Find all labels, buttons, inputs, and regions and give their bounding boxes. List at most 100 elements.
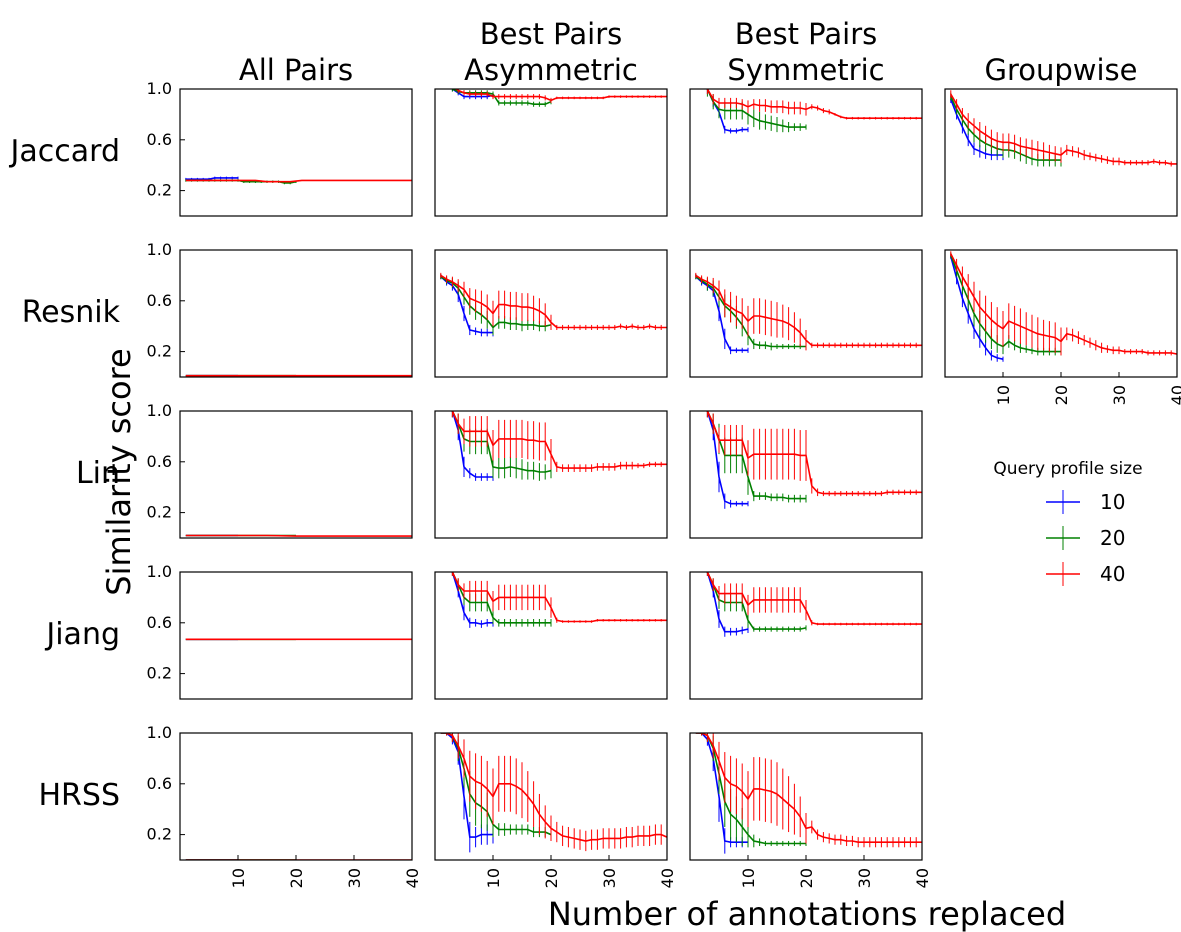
series-line-20 bbox=[695, 276, 806, 348]
panel-jiang-best-pairs-asymmetric bbox=[434, 571, 668, 700]
row-labels: Jaccard Resnik Lin Jiang HRSS bbox=[9, 134, 121, 813]
series-40 bbox=[706, 89, 922, 120]
y-tick-label: 0.6 bbox=[147, 130, 172, 149]
series-line-40 bbox=[185, 179, 412, 183]
column-title-best-pairs-symmetric: Best Pairs Symmetric bbox=[727, 17, 884, 87]
series-40 bbox=[695, 272, 922, 351]
y-tick-label: 0.6 bbox=[147, 774, 172, 793]
series-20 bbox=[706, 89, 807, 133]
row-label-jaccard: Jaccard bbox=[9, 134, 120, 169]
y-tick-label: 1.0 bbox=[147, 401, 172, 420]
series-40 bbox=[440, 272, 667, 331]
x-tick-label: 40 bbox=[658, 868, 677, 888]
panel-frame bbox=[689, 410, 923, 539]
x-tick-label: 30 bbox=[1110, 385, 1129, 405]
panel-frame bbox=[179, 571, 413, 700]
column-title-best-pairs-asymmetric: Best Pairs Asymmetric bbox=[464, 17, 638, 87]
series-20 bbox=[950, 92, 1062, 167]
series-line-20 bbox=[451, 411, 552, 473]
series-line-40 bbox=[706, 411, 922, 495]
panel-frame bbox=[689, 88, 923, 217]
panel-jaccard-all-pairs: 1.0 0.6 0.2 bbox=[147, 79, 413, 217]
legend-entry-40: 40 bbox=[1046, 562, 1125, 586]
panel-grid: 1.0 0.6 0.2 1.0 0.6 0.2 10 20 30 40 1.0 0.6 0.2 1.0 0.… bbox=[147, 79, 1181, 888]
series-40 bbox=[950, 251, 1177, 357]
series-line-20 bbox=[451, 89, 552, 105]
panel-resnik-best-pairs-symmetric bbox=[689, 249, 923, 378]
series-40 bbox=[451, 411, 667, 472]
x-tick-label: 10 bbox=[229, 868, 248, 888]
series-20 bbox=[695, 733, 807, 848]
series-10 bbox=[695, 274, 749, 355]
column-titles: All Pairs Best Pairs Asymmetric Best Pairs S… bbox=[239, 17, 1138, 87]
panel-jiang-best-pairs-symmetric bbox=[689, 571, 923, 700]
legend: Query profile size 10 20 40 bbox=[993, 459, 1143, 586]
series-10 bbox=[706, 572, 749, 637]
y-tick-label: 0.2 bbox=[147, 181, 172, 200]
row-label-hrss: HRSS bbox=[39, 778, 121, 813]
panel-frame bbox=[434, 88, 668, 217]
series-line-10 bbox=[706, 572, 749, 633]
panel-jaccard-groupwise bbox=[944, 88, 1178, 217]
y-axis-title: Similarity score bbox=[100, 348, 138, 595]
series-line-40 bbox=[950, 253, 1177, 355]
series-20 bbox=[950, 252, 1062, 356]
panel-frame bbox=[689, 571, 923, 700]
y-tick-label: 0.2 bbox=[147, 503, 172, 522]
series-line-10 bbox=[451, 572, 493, 625]
panel-frame bbox=[434, 249, 668, 378]
column-title-all-pairs: All Pairs bbox=[239, 53, 353, 87]
panel-jiang-all-pairs: 1.0 0.6 0.2 bbox=[147, 562, 413, 700]
x-tick-label: 10 bbox=[739, 868, 758, 888]
series-line-10 bbox=[695, 733, 748, 844]
series-line-20 bbox=[950, 254, 1061, 353]
series-line-10 bbox=[451, 89, 494, 98]
x-tick-label: 10 bbox=[994, 385, 1013, 405]
x-tick-label: 30 bbox=[345, 868, 364, 888]
panel-frame bbox=[944, 88, 1178, 217]
panel-hrss-best-pairs-symmetric: 10 20 30 40 bbox=[689, 732, 932, 888]
y-tick-label: 0.6 bbox=[147, 452, 172, 471]
series-10 bbox=[440, 733, 494, 853]
x-tick-label: 20 bbox=[1052, 385, 1071, 405]
series-line-20 bbox=[706, 572, 807, 630]
series-40 bbox=[454, 89, 667, 103]
series-line-20 bbox=[706, 411, 806, 500]
series-line-40 bbox=[451, 411, 667, 469]
panel-frame bbox=[689, 249, 923, 378]
x-tick-label: 20 bbox=[542, 868, 561, 888]
series-line-40 bbox=[706, 572, 922, 625]
series-line-10 bbox=[695, 276, 748, 352]
y-tick-label: 1.0 bbox=[147, 562, 172, 581]
x-tick-label: 30 bbox=[855, 868, 874, 888]
series-line-20 bbox=[451, 572, 551, 624]
series-40 bbox=[185, 179, 412, 183]
series-line-10 bbox=[451, 411, 493, 478]
panel-resnik-groupwise: 10 20 30 40 bbox=[944, 249, 1181, 405]
x-tick-label: 40 bbox=[403, 868, 422, 888]
y-tick-label: 0.6 bbox=[147, 613, 172, 632]
series-40 bbox=[440, 733, 667, 852]
panel-jaccard-best-pairs-asymmetric bbox=[434, 88, 668, 217]
panel-jaccard-best-pairs-symmetric bbox=[689, 88, 923, 217]
series-line-20 bbox=[950, 96, 1061, 161]
panel-hrss-best-pairs-asymmetric: 10 20 30 40 bbox=[434, 732, 677, 888]
series-line-40 bbox=[695, 274, 922, 347]
panel-hrss-all-pairs: 1.0 0.6 0.2 10 20 30 40 bbox=[147, 723, 422, 888]
panel-frame bbox=[179, 88, 413, 217]
panel-frame bbox=[179, 410, 413, 539]
series-40 bbox=[185, 534, 412, 537]
series-line-20 bbox=[706, 89, 806, 128]
legend-entry-10: 10 bbox=[1046, 490, 1125, 514]
series-40 bbox=[706, 411, 922, 497]
series-line-40 bbox=[451, 572, 667, 623]
x-tick-label: 20 bbox=[287, 868, 306, 888]
y-tick-label: 0.2 bbox=[147, 342, 172, 361]
series-40 bbox=[451, 572, 667, 623]
y-tick-label: 1.0 bbox=[147, 240, 172, 259]
row-label-resnik: Resnik bbox=[22, 295, 121, 330]
series-line-20 bbox=[440, 733, 552, 836]
panel-lin-best-pairs-symmetric bbox=[689, 410, 923, 539]
x-tick-label: 40 bbox=[913, 868, 932, 888]
